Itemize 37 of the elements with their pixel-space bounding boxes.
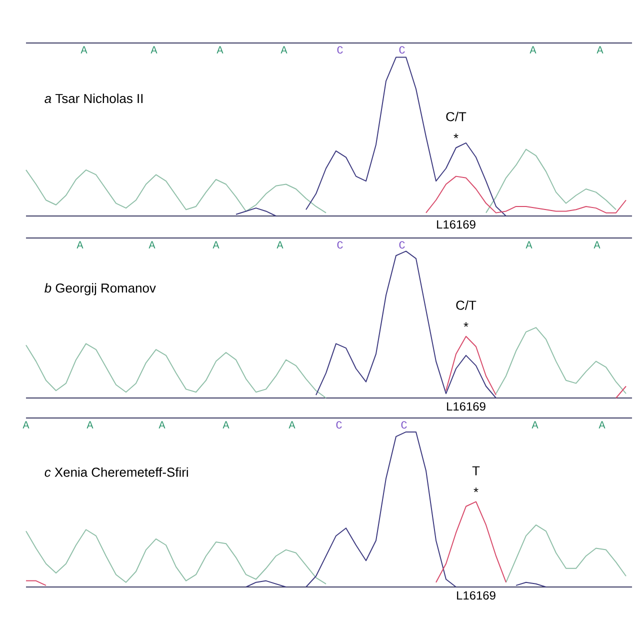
text: A [598, 421, 606, 428]
text: C [337, 241, 343, 249]
text: A [222, 421, 230, 428]
annotation: * [474, 488, 478, 492]
text: A [212, 241, 220, 248]
text: C [337, 46, 343, 54]
text: A [280, 46, 288, 54]
text: L16169 [437, 220, 476, 229]
text: A [22, 421, 30, 428]
text: A [526, 241, 532, 248]
annotation: C/T [446, 112, 466, 122]
text: A [288, 421, 296, 428]
text: A [86, 421, 94, 428]
text: A [148, 241, 156, 248]
text: C [401, 421, 407, 429]
text: A [216, 46, 224, 54]
annotation: C/T [456, 300, 476, 310]
text: A [530, 46, 536, 54]
text: L16169 [457, 591, 496, 600]
text: A [596, 46, 604, 54]
text: L16169 [447, 402, 486, 411]
text: A [158, 421, 166, 428]
text: A [80, 46, 88, 54]
text: A [150, 46, 158, 54]
text: A [76, 241, 84, 248]
text: A [276, 241, 284, 248]
text: A [532, 421, 538, 428]
text: C [399, 46, 405, 54]
text: c Xenia Cheremeteff-Sfiri [44, 467, 188, 477]
annotation: T [472, 466, 480, 476]
text: C [399, 241, 405, 249]
text: a Tsar Nicholas II [44, 94, 142, 104]
annotation: * [464, 322, 468, 327]
text: b Georgij Romanov [44, 283, 156, 296]
text: A [594, 241, 600, 248]
annotation: * [454, 134, 458, 138]
text: C [336, 421, 342, 429]
